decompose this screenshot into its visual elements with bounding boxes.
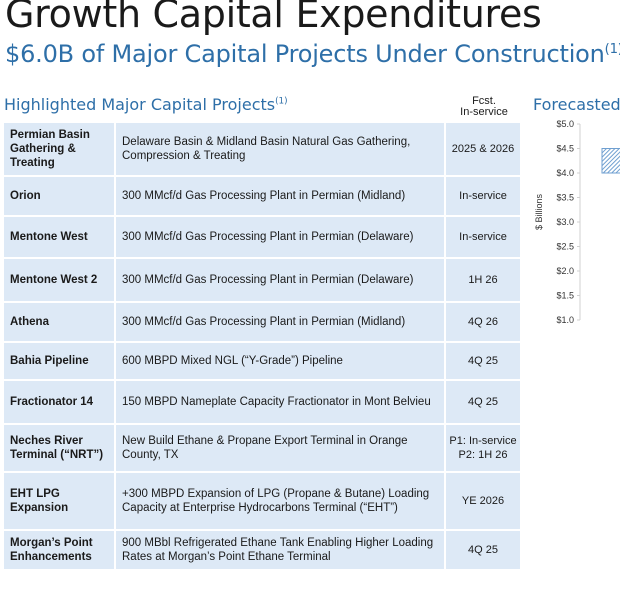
table-row: EHT LPG Expansion +300 MBPD Expansion of …: [4, 473, 520, 529]
table-row: Mentone West 2 300 MMcf/d Gas Processing …: [4, 259, 520, 301]
subtitle-text: $6.0B of Major Capital Projects Under Co…: [5, 40, 605, 68]
project-in-service-date: In-service: [446, 217, 520, 257]
forecast-range-bar: [601, 148, 620, 174]
project-description: 900 MBbl Refrigerated Ethane Tank Enabli…: [116, 531, 446, 569]
y-tick-label: $4.0: [556, 168, 574, 178]
y-axis-label: $ Billions: [534, 193, 544, 230]
project-name: Neches River Terminal (“NRT”): [4, 425, 116, 471]
project-in-service-date: YE 2026: [446, 473, 520, 529]
project-in-service-date: 4Q 25: [446, 531, 520, 569]
project-in-service-date: 2025 & 2026: [446, 123, 520, 175]
project-name: Athena: [4, 303, 116, 341]
project-in-service-date: 4Q 25: [446, 381, 520, 423]
forecast-section-title: Forecasted: [533, 95, 620, 114]
table-row: Morgan’s Point Enhancements 900 MBbl Refr…: [4, 531, 520, 569]
project-in-service-date: 4Q 25: [446, 343, 520, 379]
project-description: 300 MMcf/d Gas Processing Plant in Permi…: [116, 217, 446, 257]
table-row: Bahia Pipeline 600 MBPD Mixed NGL (“Y-Gra…: [4, 343, 520, 379]
project-description: Delaware Basin & Midland Basin Natural G…: [116, 123, 446, 175]
y-tick-label: $1.5: [556, 291, 574, 301]
project-description: 150 MBPD Nameplate Capacity Fractionator…: [116, 381, 446, 423]
projects-table: Permian Basin Gathering & Treating Delawa…: [4, 121, 520, 571]
project-name: Permian Basin Gathering & Treating: [4, 123, 116, 175]
table-row: Athena 300 MMcf/d Gas Processing Plant in…: [4, 303, 520, 341]
y-tick-label: $4.5: [556, 144, 574, 154]
projects-section-title: Highlighted Major Capital Projects(1): [4, 95, 288, 114]
projects-section-footnote: (1): [275, 96, 288, 107]
subtitle-footnote: (1): [604, 42, 620, 57]
y-tick-label: $1.0: [556, 315, 574, 325]
project-description: +300 MBPD Expansion of LPG (Propane & Bu…: [116, 473, 446, 529]
project-in-service-date: P1: In-service P2: 1H 26: [446, 425, 520, 471]
project-name: Fractionator 14: [4, 381, 116, 423]
table-row: Permian Basin Gathering & Treating Delawa…: [4, 123, 520, 175]
project-name: EHT LPG Expansion: [4, 473, 116, 529]
fcst-header-line2: In-service: [460, 106, 508, 118]
projects-section-text: Highlighted Major Capital Projects: [4, 95, 276, 114]
y-tick-label: $2.5: [556, 242, 574, 252]
project-name: Morgan’s Point Enhancements: [4, 531, 116, 569]
table-row: Neches River Terminal (“NRT”) New Build E…: [4, 425, 520, 471]
y-tick-label: $3.5: [556, 193, 574, 203]
y-tick-label: $3.0: [556, 217, 574, 227]
forecast-chart: $1.0 $1.5 $2.0 $2.5 $3.0 $3.5 $4.0 $4.5 $5.0 $ Bi…: [534, 119, 620, 325]
project-description: 300 MMcf/d Gas Processing Plant in Permi…: [116, 303, 446, 341]
y-tick-label: $5.0: [556, 119, 574, 129]
project-name: Mentone West: [4, 217, 116, 257]
page-title: Growth Capital Expenditures: [5, 0, 542, 36]
project-description: New Build Ethane & Propane Export Termin…: [116, 425, 446, 471]
project-in-service-date: 4Q 26: [446, 303, 520, 341]
y-tick-label: $2.0: [556, 266, 574, 276]
fcst-column-header: Fcst. In-service: [452, 96, 516, 118]
project-in-service-date: 1H 26: [446, 259, 520, 301]
project-description: 600 MBPD Mixed NGL (“Y-Grade”) Pipeline: [116, 343, 446, 379]
project-in-service-date: In-service: [446, 177, 520, 215]
project-name: Orion: [4, 177, 116, 215]
page-subtitle: $6.0B of Major Capital Projects Under Co…: [5, 40, 620, 68]
project-description: 300 MMcf/d Gas Processing Plant in Permi…: [116, 259, 446, 301]
table-row: Fractionator 14 150 MBPD Nameplate Capaci…: [4, 381, 520, 423]
project-description: 300 MMcf/d Gas Processing Plant in Permi…: [116, 177, 446, 215]
project-name: Bahia Pipeline: [4, 343, 116, 379]
table-row: Mentone West 300 MMcf/d Gas Processing Pl…: [4, 217, 520, 257]
fcst-header-line1: Fcst.: [472, 95, 496, 107]
table-row: Orion 300 MMcf/d Gas Processing Plant in …: [4, 177, 520, 215]
project-name: Mentone West 2: [4, 259, 116, 301]
